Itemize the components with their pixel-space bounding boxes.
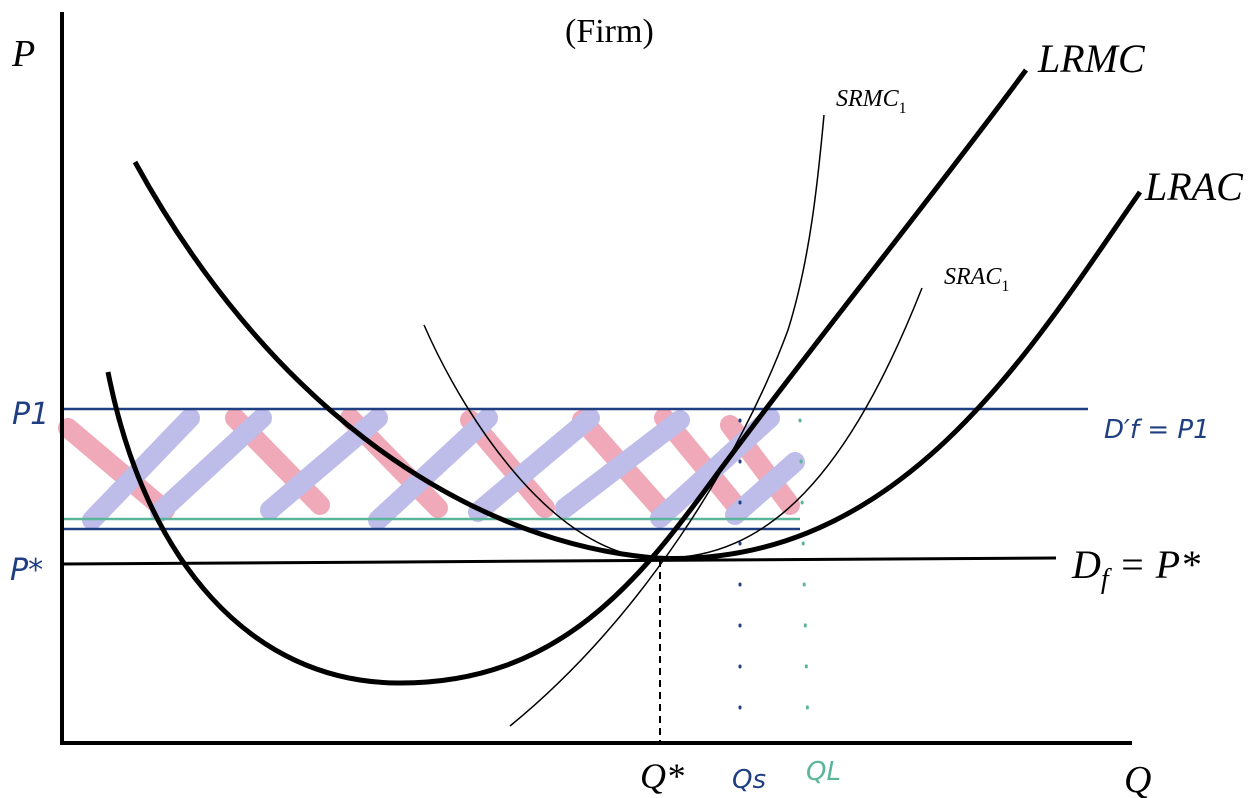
lrac-label: LRAC: [1144, 164, 1244, 209]
srac1-label-sub: 1: [1001, 278, 1009, 295]
diagram-title: (Firm): [565, 13, 654, 50]
srac1-label-main: SRAC: [944, 264, 1002, 290]
srmc1-label-main: SRMC: [836, 86, 900, 112]
blue-stroke: [555, 410, 690, 518]
x-axis-label: Q: [1124, 759, 1151, 798]
blue-stroke: [725, 452, 805, 525]
srmc1-label-sub: 1: [899, 100, 907, 117]
demand-label-sub: f: [1101, 564, 1112, 595]
hatched-region: [58, 408, 805, 530]
blue-stroke: [468, 408, 600, 522]
demand-label: Df = P*: [1071, 542, 1200, 595]
srmc1-curve: [509, 114, 825, 727]
blue-stroke: [150, 408, 272, 522]
srac1-label: SRAC1: [944, 264, 1009, 295]
srmc1-label: SRMC1: [836, 86, 907, 117]
blue-stroke: [650, 408, 780, 528]
qstar-label: Q*: [640, 756, 684, 796]
srac1-curve: [423, 287, 923, 559]
ql-handwritten-label: QL: [806, 757, 841, 787]
demand-line-pstar: [61, 556, 1057, 566]
qs-handwritten-label: Qs: [732, 765, 766, 795]
p1-handwritten-label: P1: [12, 397, 49, 432]
pstar-handwritten-label: P*: [10, 553, 43, 588]
blue-stroke: [82, 408, 200, 530]
demand-label-rest: = P*: [1109, 542, 1200, 587]
lrmc-curve: [105, 68, 1029, 686]
y-axis-label: P: [11, 33, 35, 75]
demand-label-d: D: [1071, 542, 1101, 587]
lrmc-label: LRMC: [1037, 36, 1146, 81]
df-prime-handwritten-label: D′f = P1: [1104, 415, 1210, 445]
blue-stroke: [368, 408, 498, 530]
